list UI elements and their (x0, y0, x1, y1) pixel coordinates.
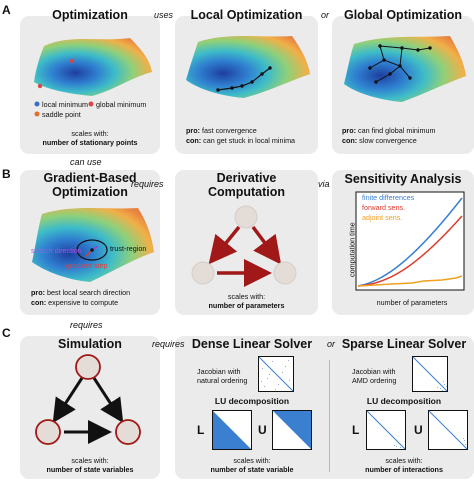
sparse-l-label: L (352, 423, 360, 437)
dense-l-matrix (212, 410, 252, 450)
legend-global-minimum-dot (88, 101, 94, 107)
gradient-con: con: expensive to compute (31, 298, 119, 307)
sparse-jacobian-matrix (412, 356, 448, 392)
derivative-title-line2: Computation (207, 185, 286, 199)
sparse-jacobian-line2: AMD ordering (352, 376, 397, 385)
panel-label-a: A (2, 3, 11, 17)
simulation-scales-value: number of state variables (46, 465, 134, 474)
legend-saddle-point-dot (34, 111, 40, 117)
graph-node-top (234, 205, 258, 229)
dense-jacobian-line1: Jacobian with (197, 367, 241, 376)
dense-u-matrix (272, 410, 312, 450)
optimization-title: Optimization (52, 8, 128, 22)
simulation-graph (35, 354, 141, 445)
connector-can-use: can use (70, 157, 102, 167)
sensitivity-chart (355, 191, 465, 291)
search-direction-label: search direction (31, 246, 82, 255)
sensitivity-title: Sensitivity Analysis (344, 172, 462, 186)
graph-node-left (191, 261, 215, 285)
sparse-jacobian-line1: Jacobian with (352, 367, 396, 376)
trust-region-label: trust-region (110, 244, 147, 253)
sim-node-left (35, 419, 61, 445)
loss-landscape-optimization (34, 38, 152, 96)
dense-lu-title: LU decomposition (214, 396, 290, 406)
local-pro: pro: fast convergence (186, 126, 257, 135)
dense-jacobian-line2: natural ordering (197, 376, 248, 385)
panel-derivative-computation (175, 170, 318, 315)
simulation-title: Simulation (58, 337, 122, 351)
trust-region-ellipse (76, 239, 108, 261)
derivative-title-line1: Derivative (216, 171, 277, 185)
saddle-point-marker (37, 83, 43, 89)
optimization-scales-prefix: scales with: (71, 129, 109, 138)
legend-adjoint-sens: adjoint sens. (362, 213, 403, 222)
legend-forward-sens: forward sens. (362, 203, 406, 212)
loss-landscape-gradient (32, 208, 154, 282)
dense-l-label: L (197, 423, 205, 437)
global-minimum-marker (69, 58, 75, 64)
local-con: con: can get stuck in local minima (186, 136, 296, 145)
sparse-solver-title: Sparse Linear Solver (341, 337, 467, 351)
graph-node-right (273, 261, 297, 285)
global-pro: pro: can find global minimum (342, 126, 436, 135)
connector-or-a: or (321, 10, 330, 20)
dense-jacobian-matrix (258, 356, 294, 392)
gradient-pro: pro: best local search direction (31, 288, 131, 297)
sparse-lu-title: LU decomposition (366, 396, 442, 406)
sensitivity-xlabel: number of parameters (376, 298, 448, 307)
legend-saddle-point: saddle point (42, 110, 81, 119)
legend-global-minimum: global minimum (96, 100, 147, 109)
dense-u-label: U (258, 423, 267, 437)
gradient-title-line1: Gradient-Based (43, 171, 137, 185)
adjoint-sens-curve (357, 275, 463, 287)
connector-requires-c2: requires (152, 339, 185, 349)
legend-finite-differences: finite differences (362, 193, 415, 202)
legend-local-minimum-dot (34, 101, 40, 107)
sim-node-top (75, 354, 101, 380)
connector-requires-b: requires (131, 179, 164, 189)
solver-divider (329, 360, 330, 472)
global-con: con: slow convergence (342, 136, 417, 145)
loss-landscape-global (344, 36, 466, 102)
simulation-scales-prefix: scales with: (71, 456, 109, 465)
dense-scales-prefix: scales with: (233, 456, 271, 465)
optimization-scales-value: number of stationary points (42, 138, 138, 147)
sparse-u-label: U (414, 423, 423, 437)
panel-label-c: C (2, 326, 11, 340)
dense-solver-title: Dense Linear Solver (191, 337, 313, 351)
legend-local-minimum: local minimum (42, 100, 88, 109)
sparse-u-matrix (428, 410, 468, 450)
local-optimization-title: Local Optimization (190, 8, 303, 22)
loss-landscape-local (186, 36, 310, 98)
connector-uses: uses (154, 10, 174, 20)
derivative-graph (191, 205, 297, 287)
gradient-title-line2: Optimization (52, 185, 128, 199)
finite-differences-curve (357, 197, 463, 287)
sensitivity-ylabel: computation time (347, 222, 357, 277)
sparse-l-matrix (366, 410, 406, 450)
sim-node-right (115, 419, 141, 445)
derivative-scales-prefix: scales with: (227, 292, 266, 301)
gradient-step-label: gradient step (66, 261, 108, 270)
panel-label-b: B (2, 167, 11, 181)
global-optimization-title: Global Optimization (343, 8, 463, 22)
dense-scales-value: number of state variable (210, 465, 294, 474)
sparse-scales-value: number of interactions (365, 465, 443, 474)
connector-via: via (318, 179, 330, 189)
derivative-scales-value: number of parameters (208, 301, 285, 310)
connector-or-c: or (327, 339, 336, 349)
sparse-scales-prefix: scales with: (385, 456, 423, 465)
connector-requires-c1: requires (70, 320, 103, 330)
